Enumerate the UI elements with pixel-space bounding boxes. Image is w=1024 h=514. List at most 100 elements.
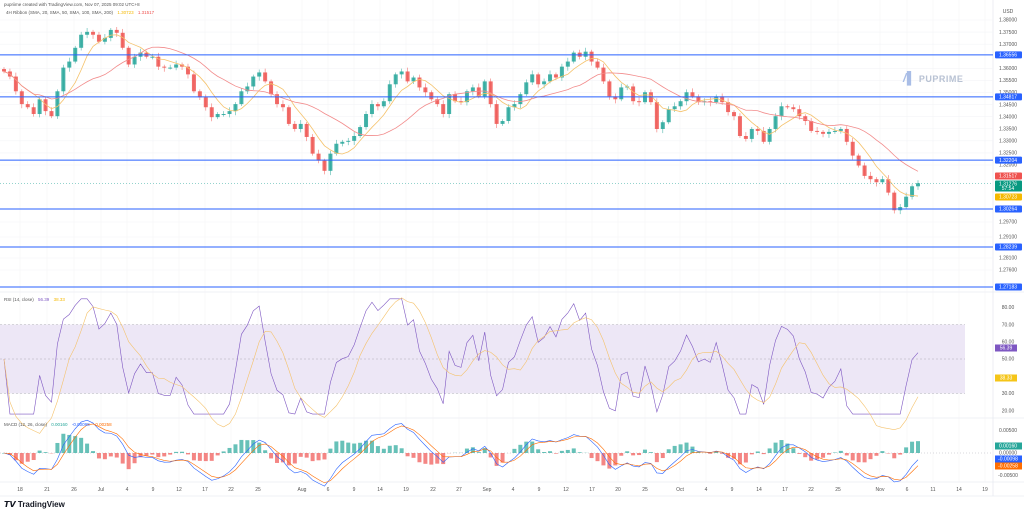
- macd-histogram-bar: [298, 453, 303, 457]
- candle-up: [102, 37, 107, 42]
- candle-down: [156, 56, 161, 67]
- candle-up: [364, 114, 369, 128]
- candle-down: [761, 130, 766, 142]
- macd-histogram-bar: [180, 451, 185, 453]
- candle-up: [904, 196, 909, 208]
- candle-up: [298, 123, 303, 129]
- time-axis-label: Sep: [483, 487, 492, 493]
- macd-histogram-bar: [530, 441, 535, 453]
- candle-down: [162, 66, 167, 68]
- candle-down: [595, 61, 600, 68]
- macd-histogram-bar: [209, 453, 214, 461]
- macd-histogram-bar: [358, 442, 363, 453]
- time-axis-label: Jul: [98, 487, 104, 493]
- macd-histogram-bar: [55, 442, 60, 453]
- candle-down: [459, 101, 463, 103]
- tradingview-icon: 𝙏𝙑: [4, 500, 18, 509]
- candle-down: [435, 99, 440, 105]
- rsi-legend: RSI (14, close) 56.39 38.33: [4, 297, 68, 302]
- time-axis-label: 14: [377, 487, 383, 493]
- macd-histogram-bar: [619, 453, 624, 456]
- macd-histogram-bar: [423, 453, 428, 464]
- macd-histogram-bar: [316, 453, 321, 461]
- macd-histogram-bar: [684, 442, 689, 453]
- candle-up: [506, 107, 511, 122]
- macd-histogram-bar: [708, 453, 713, 454]
- macd-histogram-bar: [654, 453, 659, 463]
- candle-up: [150, 56, 155, 58]
- candle-down: [809, 121, 814, 131]
- macd-histogram-bar: [559, 450, 564, 453]
- macd-histogram-bar: [791, 448, 796, 453]
- price-tag: 1.30723: [999, 195, 1017, 201]
- candle-down: [868, 175, 873, 180]
- candle-down: [417, 77, 422, 88]
- candle-down: [737, 116, 742, 136]
- macd-histogram-bar: [755, 451, 760, 453]
- candle-up: [79, 34, 84, 48]
- macd-histogram-bar: [269, 453, 274, 459]
- candle-down: [49, 111, 54, 117]
- chart-credit: pupriime created with TradingView.com, N…: [4, 2, 140, 7]
- candle-up: [340, 141, 345, 144]
- macd-histogram-bar: [31, 453, 36, 461]
- macd-histogram-bar: [185, 453, 190, 455]
- macd-histogram-bar: [571, 448, 576, 453]
- macd-histogram-bar: [714, 451, 719, 453]
- macd-histogram-bar: [85, 443, 90, 453]
- macd-histogram-bar: [898, 453, 903, 455]
- macd-histogram-bar: [749, 453, 754, 455]
- candle-up: [524, 82, 529, 95]
- candle-down: [476, 87, 481, 97]
- candle-down: [654, 102, 659, 129]
- candle-down: [269, 81, 274, 95]
- macd-histogram-bar: [399, 448, 404, 453]
- candle-down: [732, 112, 737, 117]
- macd-histogram-bar: [162, 453, 167, 457]
- macd-histogram-bar: [346, 442, 351, 453]
- macd-histogram-bar: [595, 453, 600, 462]
- macd-histogram-bar: [773, 442, 778, 453]
- candle-down: [696, 96, 701, 103]
- macd-histogram-bar: [174, 451, 179, 453]
- time-axis-label: 6: [906, 487, 909, 493]
- price-tag-bg: [995, 180, 1022, 192]
- rsi-tag-bg: [995, 374, 1017, 382]
- macd-histogram-bar: [43, 452, 48, 453]
- macd-histogram-bar: [797, 453, 802, 454]
- macd-histogram-bar: [156, 453, 161, 458]
- macd-histogram-bar: [96, 453, 101, 459]
- macd-axis-label: -0.00500: [998, 473, 1018, 479]
- candle-down: [755, 128, 760, 131]
- macd-histogram-bar: [850, 453, 855, 461]
- rsi-axis-label: 30.00: [1002, 391, 1015, 397]
- candle-down: [441, 104, 446, 115]
- candle-down: [720, 96, 725, 103]
- macd-histogram-bar: [310, 453, 315, 462]
- macd-histogram-bar: [880, 451, 885, 453]
- candle-up: [571, 52, 576, 62]
- candle-down: [494, 104, 499, 124]
- macd-histogram-bar: [73, 436, 78, 453]
- time-axis-label: 22: [228, 487, 234, 493]
- candle-down: [126, 47, 131, 65]
- sma-slow-line: [3, 46, 919, 172]
- puprime-logo-icon: /▌: [903, 71, 916, 85]
- price-axis-label: 1.34500: [999, 102, 1017, 108]
- price-level-label: 1.34817: [999, 95, 1017, 101]
- candle-up: [666, 109, 671, 123]
- candle-up: [548, 74, 553, 82]
- macd-histogram-bar: [239, 439, 244, 453]
- macd-histogram-bar: [280, 453, 285, 463]
- candle-up: [55, 91, 60, 117]
- candle-down: [120, 32, 125, 48]
- tradingview-logo[interactable]: 𝙏𝙑 TradingView: [4, 500, 65, 509]
- macd-histogram-bar: [678, 444, 683, 453]
- price-level-label: 1.32204: [999, 158, 1017, 164]
- macd-histogram-bar: [144, 453, 149, 456]
- macd-histogram-bar: [251, 440, 256, 453]
- macd-tag: 0.00160: [999, 444, 1017, 450]
- candle-down: [304, 123, 309, 137]
- macd-histogram-bar: [625, 451, 630, 453]
